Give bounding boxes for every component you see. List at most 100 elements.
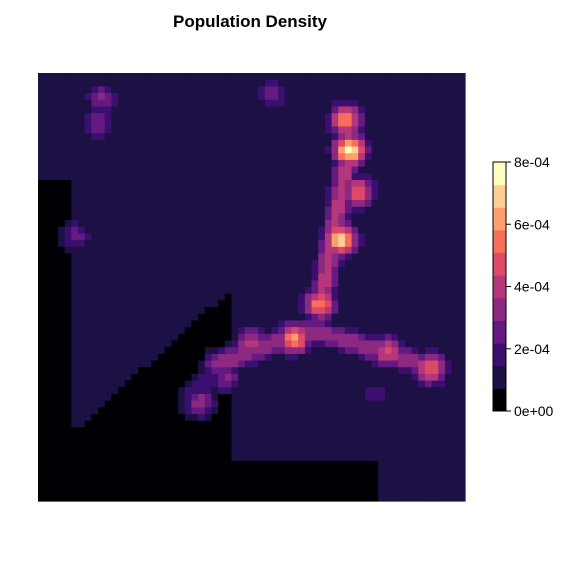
heatmap-cell (311, 447, 319, 455)
heatmap-cell (191, 454, 199, 462)
heatmap-cell (431, 313, 439, 322)
heatmap-cell (298, 73, 306, 81)
heatmap-cell (151, 380, 159, 388)
heatmap-cell (51, 360, 59, 368)
heatmap-cell (264, 226, 273, 235)
heatmap-cell (358, 480, 366, 489)
heatmap-cell (198, 460, 206, 469)
heatmap-cell (444, 427, 453, 435)
heatmap-cell (404, 360, 413, 368)
heatmap-cell (198, 260, 206, 268)
heatmap-cell (364, 373, 373, 382)
heatmap-cell (384, 106, 393, 114)
heatmap-cell (304, 360, 313, 368)
heatmap-cell (411, 347, 419, 355)
heatmap-cell (244, 226, 253, 235)
heatmap-cell (98, 193, 106, 201)
heatmap-cell (104, 300, 112, 308)
heatmap-cell (198, 266, 206, 275)
heatmap-cell (291, 73, 299, 81)
heatmap-cell (358, 126, 366, 134)
heatmap-cell (391, 487, 399, 495)
heatmap-cell (91, 407, 99, 415)
heatmap-cell (438, 213, 446, 221)
heatmap-cell (44, 320, 52, 328)
heatmap-cell (258, 253, 266, 261)
heatmap-cell (258, 133, 266, 141)
heatmap-cell (311, 333, 319, 342)
heatmap-cell (204, 273, 213, 281)
heatmap-cell (218, 159, 226, 168)
heatmap-cell (231, 253, 239, 261)
heatmap-cell (458, 139, 466, 148)
heatmap-cell (324, 407, 333, 415)
heatmap-cell (151, 173, 159, 181)
heatmap-cell (91, 99, 99, 108)
heatmap-cell (118, 360, 126, 368)
heatmap-cell (51, 340, 59, 348)
heatmap-cell (364, 280, 373, 288)
heatmap-cell (304, 186, 313, 194)
heatmap-cell (124, 153, 132, 161)
heatmap-cell (64, 240, 72, 248)
heatmap-cell (284, 253, 293, 261)
heatmap-cell (191, 400, 199, 408)
heatmap-cell (251, 153, 259, 161)
chart-title: Population Density (173, 12, 328, 31)
heatmap-cell (258, 159, 266, 168)
heatmap-cell (411, 494, 419, 502)
heatmap-cell (298, 427, 306, 435)
heatmap-cell (64, 460, 72, 469)
heatmap-cell (191, 333, 199, 342)
heatmap-cell (318, 414, 326, 422)
heatmap-cell (91, 180, 99, 188)
heatmap-cell (184, 287, 193, 295)
heatmap-cell (51, 474, 59, 482)
heatmap-cell (51, 119, 59, 128)
heatmap-cell (64, 73, 72, 81)
heatmap-cell (144, 93, 153, 101)
heatmap-cell (178, 494, 186, 502)
heatmap-cell (224, 260, 233, 268)
heatmap-cell (84, 206, 92, 215)
heatmap-cell (164, 99, 173, 108)
heatmap-cell (111, 253, 119, 261)
heatmap-cell (78, 226, 86, 235)
heatmap-cell (304, 106, 313, 114)
heatmap-cell (224, 200, 233, 208)
heatmap-cell (458, 367, 466, 375)
heatmap-cell (118, 440, 126, 449)
heatmap-cell (191, 266, 199, 275)
heatmap-cell (384, 99, 393, 108)
heatmap-cell (431, 146, 439, 154)
heatmap-cell (98, 93, 106, 101)
heatmap-cell (424, 467, 433, 475)
heatmap-cell (291, 414, 299, 422)
heatmap-cell (211, 233, 219, 241)
heatmap-cell (298, 474, 306, 482)
heatmap-cell (78, 407, 86, 415)
heatmap-cell (304, 146, 313, 154)
heatmap-cell (238, 293, 246, 301)
heatmap-cell (64, 427, 72, 435)
heatmap-cell (144, 99, 153, 108)
heatmap-cell (171, 220, 179, 228)
heatmap-cell (251, 467, 259, 475)
heatmap-cell (38, 394, 46, 402)
heatmap-cell (264, 407, 273, 415)
heatmap-cell (324, 307, 333, 315)
heatmap-cell (158, 280, 166, 288)
heatmap-cell (91, 340, 99, 348)
heatmap-cell (118, 367, 126, 375)
heatmap-cell (258, 373, 266, 382)
heatmap-cell (271, 193, 279, 201)
heatmap-cell (418, 333, 426, 342)
heatmap-cell (71, 119, 79, 128)
heatmap-cell (191, 293, 199, 301)
heatmap-cell (284, 313, 293, 322)
heatmap-cell (371, 119, 379, 128)
heatmap-cell (351, 173, 359, 181)
heatmap-cell (444, 480, 453, 489)
heatmap-cell (124, 99, 132, 108)
heatmap-cell (191, 113, 199, 121)
